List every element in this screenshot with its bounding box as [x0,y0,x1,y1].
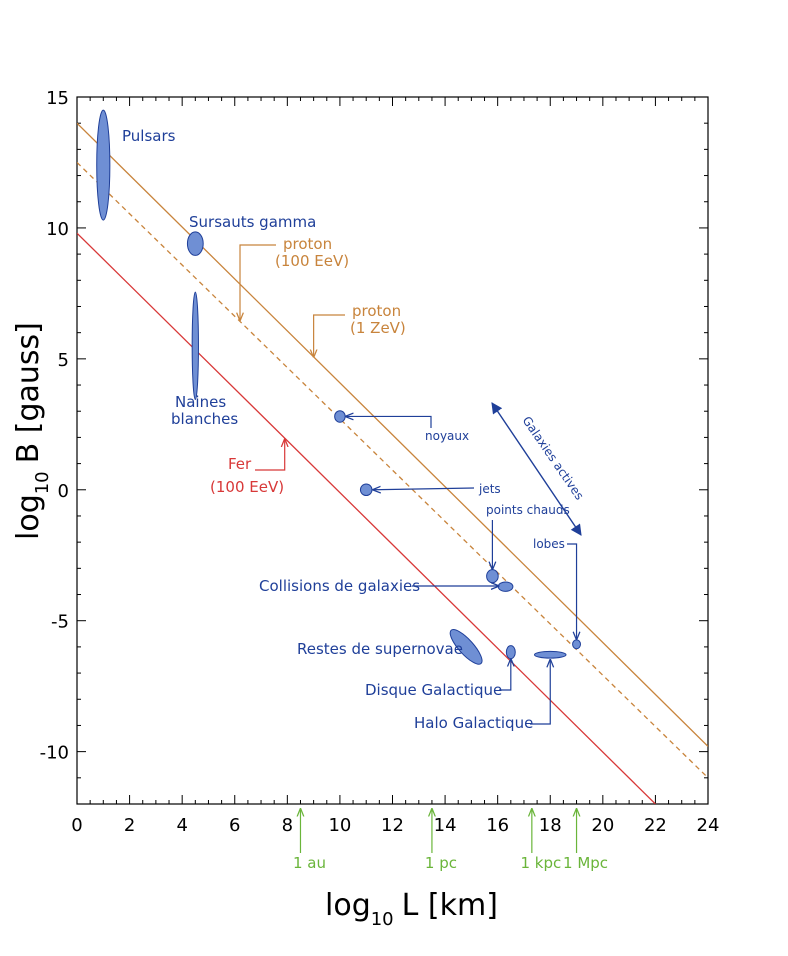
scale-marker-label: 1 kpc [520,854,561,872]
y-axis-title-log: log [11,494,46,540]
halo-leader [530,660,550,725]
x-tick-label: 22 [644,815,667,836]
scale-marker-label: 1 au [293,854,326,872]
y-tick-label: 10 [46,219,69,240]
object-lobesmarker [572,639,581,650]
object-noyauxmarker [334,410,346,423]
leader-lines [346,416,577,725]
iron-label-2: (100 EeV) [210,478,284,496]
iron-100eev-pointer [255,439,285,471]
disque-leader [499,659,511,691]
object-disque-galactiquemarker [505,645,516,660]
y-axis-title-sub: 10 [32,471,53,494]
series-lines [77,122,708,804]
sursauts-label: Sursauts gamma [189,213,316,231]
x-axis-title-log: log [325,888,371,923]
y-tick-label: -10 [40,743,69,764]
object-markers [96,109,581,665]
proton-zev-label-1: proton [352,302,401,320]
points-chauds-label: points chauds [486,503,570,517]
halo-label: Halo Galactique [414,714,533,732]
object-halo-galactiquemarker [533,650,567,659]
x-tick-label: 12 [381,815,404,836]
proton-1zev-pointer [314,314,345,357]
object-pulsarsmarker [96,109,111,221]
object-collisions-de-galaxiesmarker [497,581,514,592]
noyaux-label: noyaux [425,429,469,443]
lobes-leader [567,543,577,639]
x-tick-label: 2 [124,815,135,836]
x-tick-label: 6 [229,815,240,836]
proton-100eev-line [77,161,708,779]
iron-label-1: Fer [228,455,252,473]
proton-100eev-pointer [240,244,276,320]
object-points-chaudsmarker [486,569,499,584]
tick-marks [76,96,709,805]
proton-zev-label-2: (1 ZeV) [350,319,406,337]
scale-marker-label: 1 pc [425,854,457,872]
proton-eev-label-2: (100 EeV) [275,252,349,270]
naines-label-1: Naines [175,393,226,411]
object-sursauts-gammamarker [186,231,204,256]
noyaux-leader [346,416,432,428]
scale-markers: 1 au 1 pc 1 kpc 1 Mpc [293,809,608,872]
x-tick-label: 20 [591,815,614,836]
x-tick-label: 18 [539,815,562,836]
collisions-label: Collisions de galaxies [259,577,420,595]
x-axis-title-rest: L [km] [402,888,498,923]
y-tick-label: -5 [51,612,69,633]
y-tick-label: 5 [58,350,69,371]
iron-100eev-line [77,232,656,804]
restes-label: Restes de supernovae [297,640,463,658]
series-pointers [240,244,345,471]
object-jetsmarker [359,483,373,497]
x-tick-label: 10 [328,815,351,836]
jets-leader [373,488,475,490]
x-axis-title-sub: 10 [371,909,394,930]
proton-eev-label-1: proton [283,235,332,253]
proton-1zev-line [77,122,708,747]
x-tick-label: 16 [486,815,509,836]
y-axis-title: log10 B [gauss] [11,322,53,540]
galaxies-actives-arrow [491,402,582,536]
object-restes-de-supernovaemarker [449,629,483,665]
jets-label: jets [478,482,501,496]
naines-label-2: blanches [171,410,238,428]
y-tick-label: 0 [58,481,69,502]
x-tick-label: 14 [434,815,457,836]
disque-label: Disque Galactique [365,681,502,699]
x-axis-title: log10 L [km] [325,888,498,930]
y-axis-title-rest: B [gauss] [11,322,46,463]
lobes-label: lobes [533,537,565,551]
x-tick-label: 0 [71,815,82,836]
pulsars-label: Pulsars [122,127,176,145]
scale-marker-label: 1 Mpc [563,854,608,872]
object-nainesmarker [191,291,199,400]
y-tick-label: 15 [46,88,69,109]
x-tick-label: 8 [282,815,293,836]
x-tick-label: 24 [697,815,720,836]
x-tick-label: 4 [176,815,187,836]
